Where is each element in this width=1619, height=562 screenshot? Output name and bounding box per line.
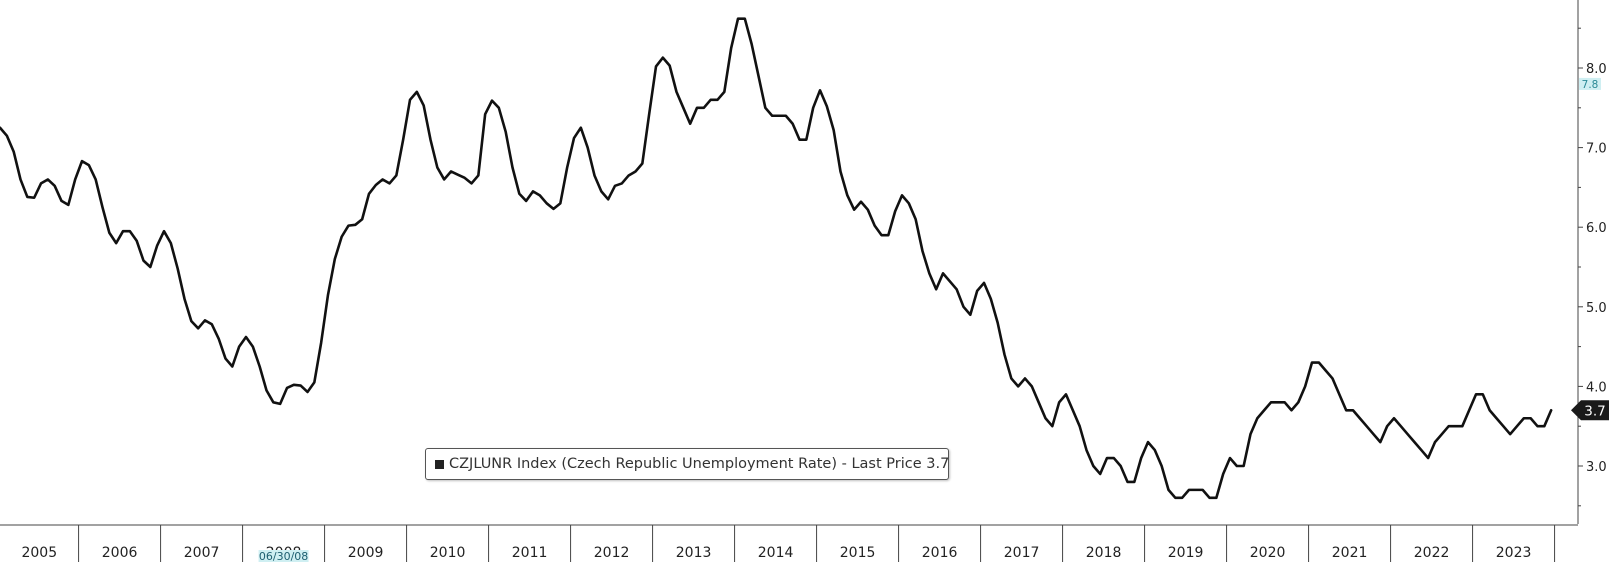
x-tick-label: 2014 [758, 545, 794, 561]
x-tick-label: 2023 [1496, 545, 1532, 561]
date-marker-label: 06/30/08 [259, 550, 308, 562]
x-tick-label: 2013 [676, 545, 712, 561]
x-tick-label: 2018 [1086, 545, 1122, 561]
x-tick-label: 2012 [594, 545, 630, 561]
x-tick-label: 2021 [1332, 545, 1368, 561]
y-axis-ticks: 3.0 4.0 5.0 6.0 7.0 8.0 [1578, 27, 1607, 507]
legend: CZJLUNR Index (Czech Republic Unemployme… [425, 448, 949, 480]
plot-area [0, 17, 1553, 500]
x-tick-label: 2019 [1168, 545, 1204, 561]
x-tick-label: 2010 [430, 545, 466, 561]
x-tick-label: 2015 [840, 545, 876, 561]
x-tick-label: 2022 [1414, 545, 1450, 561]
y-tick-label: 3.0 [1586, 460, 1607, 475]
x-tick-label: 2020 [1250, 545, 1286, 561]
x-tick-label: 2006 [102, 545, 138, 561]
x-tick-label: 2017 [1004, 545, 1040, 561]
legend-swatch [435, 459, 444, 469]
x-tick-label: 2005 [21, 545, 57, 561]
x-tick-label: 2016 [922, 545, 958, 561]
high-marker-label: 7.8 [1582, 79, 1599, 91]
x-axis-ticks: 2005200620072008200920102011201220132014… [21, 525, 1556, 562]
y-tick-label: 5.0 [1586, 301, 1607, 316]
x-tick-label: 2007 [184, 545, 220, 561]
y-tick-label: 4.0 [1586, 380, 1607, 395]
y-tick-label: 8.0 [1586, 62, 1607, 77]
series-line [0, 17, 1553, 500]
x-tick-label: 2009 [348, 545, 384, 561]
value-markers: 06/30/08 7.8 3.7 [258, 77, 1609, 562]
y-tick-label: 7.0 [1586, 142, 1607, 157]
legend-text: CZJLUNR Index (Czech Republic Unemployme… [449, 456, 950, 472]
x-tick-label: 2011 [512, 545, 548, 561]
high-marker-bg [1579, 77, 1601, 90]
y-tick-label: 6.0 [1586, 221, 1607, 236]
date-marker-bg [258, 550, 309, 562]
last-value-label: 3.7 [1584, 403, 1605, 419]
last-value-tag [1571, 400, 1609, 421]
